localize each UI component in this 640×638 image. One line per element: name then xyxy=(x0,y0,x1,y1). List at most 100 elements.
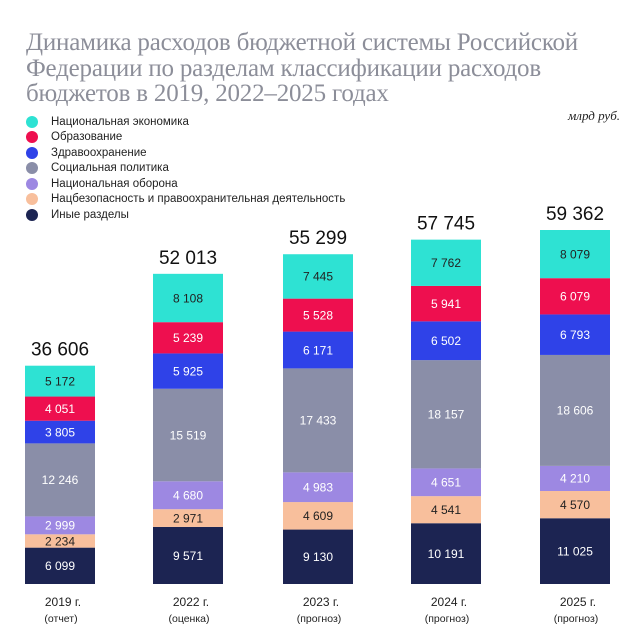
bar-segment xyxy=(153,353,223,389)
data-label: 4 609 xyxy=(303,509,333,523)
data-label: 4 570 xyxy=(560,498,590,512)
bar-segment xyxy=(411,468,481,497)
data-label: 2 999 xyxy=(45,519,75,533)
bar-segment xyxy=(411,523,481,584)
data-label: 4 983 xyxy=(303,481,333,495)
bar-segment xyxy=(540,354,610,466)
data-label: 4 210 xyxy=(560,472,590,486)
x-tick-label: 2023 г. xyxy=(303,595,339,609)
data-label: 2 971 xyxy=(173,511,203,525)
bar-segment xyxy=(283,298,353,332)
bar-segment xyxy=(411,239,481,286)
bar-segment xyxy=(25,396,95,421)
bar-segment xyxy=(411,321,481,361)
legend-swatch xyxy=(26,162,38,175)
x-tick-note: (прогноз) xyxy=(554,613,599,625)
legend-swatch xyxy=(26,193,38,206)
legend-swatch xyxy=(26,208,38,221)
legend-item: Национальная экономика xyxy=(26,114,345,130)
total-label: 36 606 xyxy=(31,340,89,361)
bar-segment xyxy=(153,388,223,482)
bar-segment xyxy=(540,518,610,584)
legend-item: Здравоохранение xyxy=(26,145,345,161)
legend-label: Национальная экономика xyxy=(51,115,189,128)
legend-label: Национальная оборона xyxy=(51,177,178,190)
legend-swatch xyxy=(26,115,38,128)
legend-label: Образование xyxy=(51,131,123,144)
data-label: 6 502 xyxy=(431,334,461,348)
legend-label: Нацбезопасность и правоохранительная дея… xyxy=(51,193,346,206)
data-label: 9 571 xyxy=(173,549,203,563)
legend-item: Социальная политика xyxy=(26,161,345,177)
bar-segment xyxy=(283,254,353,299)
data-label: 18 157 xyxy=(428,408,465,422)
bar-segment xyxy=(25,516,95,535)
data-label: 6 099 xyxy=(45,559,75,573)
data-label: 4 051 xyxy=(45,402,75,416)
data-label: 15 519 xyxy=(170,428,207,442)
legend-label: Здравоохранение xyxy=(51,146,147,159)
x-tick-label: 2025 г. xyxy=(560,595,596,609)
legend-label: Иные разделы xyxy=(51,208,129,221)
data-label: 3 805 xyxy=(45,425,75,439)
data-label: 7 445 xyxy=(303,270,333,284)
legend-swatch xyxy=(26,177,38,190)
data-label: 4 541 xyxy=(431,503,461,517)
chart-title: Динамика расходов бюджетной системы Росс… xyxy=(26,29,578,107)
bar-segment xyxy=(25,365,95,397)
bar-segment xyxy=(153,481,223,510)
data-label: 12 246 xyxy=(42,473,79,487)
bar-segment xyxy=(153,526,223,584)
data-label: 5 528 xyxy=(303,308,333,322)
bar-segment xyxy=(25,443,95,517)
data-label: 7 762 xyxy=(431,256,461,270)
x-tick-note: (прогноз) xyxy=(297,613,342,625)
bar-segment xyxy=(540,491,610,519)
data-label: 11 025 xyxy=(557,544,593,558)
total-label: 55 299 xyxy=(289,228,347,249)
bar-segment xyxy=(283,502,353,530)
bar-segment xyxy=(25,547,95,584)
total-label: 59 362 xyxy=(546,204,604,225)
bar-segment xyxy=(411,496,481,524)
x-tick-label: 2024 г. xyxy=(431,595,467,609)
x-tick-note: (отчет) xyxy=(44,613,77,625)
x-tick-note: (прогноз) xyxy=(425,613,470,625)
data-label: 6 793 xyxy=(560,328,590,342)
bar-segment xyxy=(153,322,223,354)
legend-item: Нацбезопасность и правоохранительная дея… xyxy=(26,192,345,208)
data-label: 10 191 xyxy=(428,547,465,561)
data-label: 4 651 xyxy=(431,476,461,490)
bar-segment xyxy=(411,360,481,469)
data-label: 17 433 xyxy=(300,414,337,428)
data-label: 5 941 xyxy=(431,297,461,311)
bar-segment xyxy=(25,420,95,444)
legend: Национальная экономика Образование Здравоо… xyxy=(26,114,345,223)
total-label: 52 013 xyxy=(159,248,217,269)
data-label: 5 172 xyxy=(45,374,75,388)
bar-segment xyxy=(411,285,481,322)
bar-segment xyxy=(153,509,223,527)
data-label: 18 606 xyxy=(557,404,594,418)
data-label: 9 130 xyxy=(303,550,333,564)
data-label: 8 079 xyxy=(560,247,590,261)
data-label: 5 239 xyxy=(173,331,203,345)
bar-segment xyxy=(25,534,95,548)
data-label: 6 079 xyxy=(560,290,590,304)
legend-label: Социальная политика xyxy=(51,162,169,175)
bar-segment xyxy=(540,278,610,315)
bar-segment xyxy=(283,368,353,473)
x-tick-note: (оценка) xyxy=(168,613,209,625)
bar-segment xyxy=(283,331,353,369)
legend-item: Национальная оборона xyxy=(26,176,345,192)
data-label: 2 234 xyxy=(45,534,75,548)
bar-segment xyxy=(283,472,353,503)
legend-item: Образование xyxy=(26,130,345,146)
bar-segment xyxy=(540,465,610,492)
data-label: 8 108 xyxy=(173,291,203,305)
bar-segment xyxy=(153,273,223,323)
legend-swatch xyxy=(26,146,38,159)
total-label: 57 745 xyxy=(417,214,475,235)
bar-segment xyxy=(540,230,610,279)
